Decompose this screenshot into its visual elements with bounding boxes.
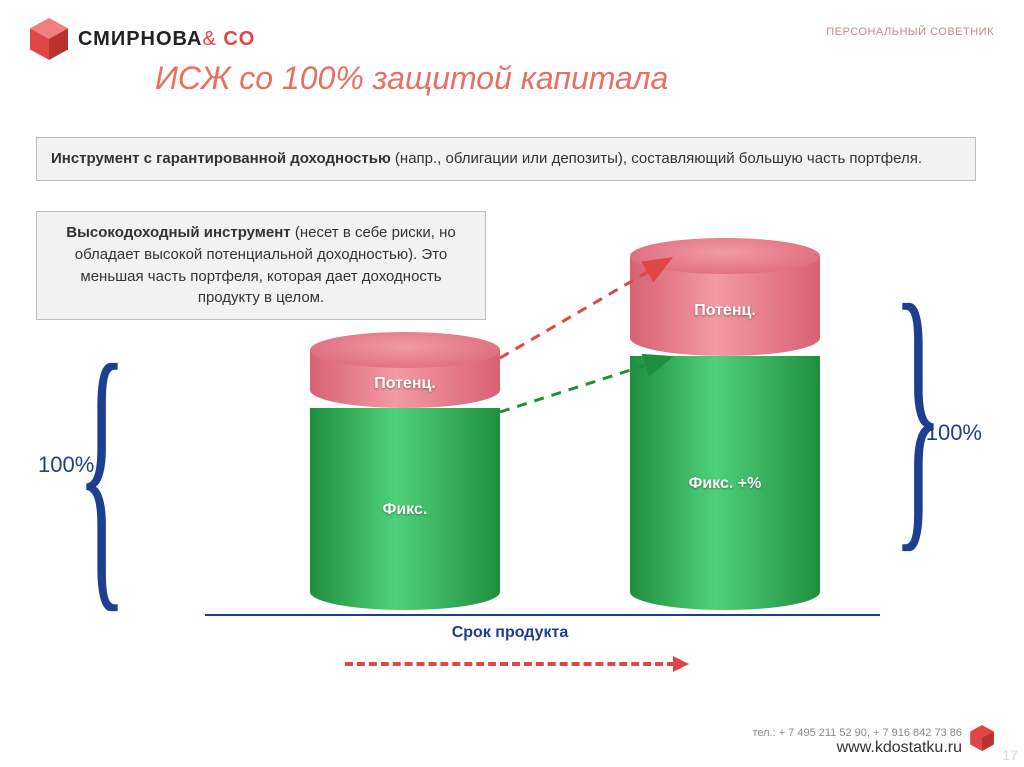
logo-hexagon-icon <box>30 18 68 60</box>
brand-name: СМИРНОВА& CO <box>78 28 255 51</box>
cylinder-segment-label: Фикс. <box>310 501 500 519</box>
cylinder-left: Потенц. Фикс. <box>310 350 500 610</box>
footer-url: www.kdostatku.ru <box>752 739 962 757</box>
term-arrow-icon <box>345 662 675 666</box>
desc-box-fixed: Инструмент с гарантированной доходностью… <box>36 137 976 181</box>
cylinder-right: Потенц. Фикс. +% <box>630 256 820 610</box>
term-label: Срок продукта <box>100 624 920 642</box>
page-number: 17 <box>1002 747 1018 763</box>
pct-right: 100% <box>926 420 982 446</box>
footer: тел.: + 7 495 211 52 90, + 7 916 842 73 … <box>752 727 994 757</box>
cylinder-segment-label: Фикс. +% <box>630 475 820 493</box>
advisor-label: ПЕРСОНАЛЬНЫЙ СОВЕТНИК <box>826 26 994 38</box>
slide-title: ИСЖ со 100% защитой капитала <box>155 60 668 97</box>
footer-tel: тел.: + 7 495 211 52 90, + 7 916 842 73 … <box>752 727 962 739</box>
brace-right-icon: { <box>893 260 943 560</box>
cylinder-segment-label: Потенц. <box>310 375 500 393</box>
cylinder-segment-label: Потенц. <box>630 302 820 320</box>
cylinder-chart: { { 100% 100% Потенц.Фикс. Потенц.Фикс. … <box>100 310 920 680</box>
baseline <box>205 614 880 616</box>
brand-logo: СМИРНОВА& CO <box>30 18 255 60</box>
pct-left: 100% <box>38 452 94 478</box>
footer-hexagon-icon <box>970 725 994 751</box>
